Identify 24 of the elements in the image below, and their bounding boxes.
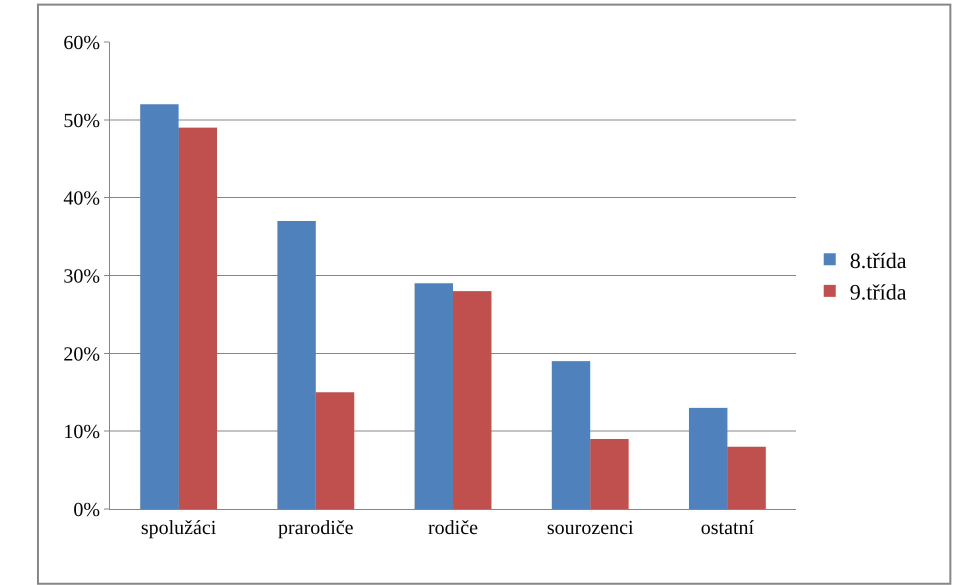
y-tick-label: 60% bbox=[63, 32, 100, 54]
legend-label: 9.třída bbox=[850, 279, 907, 304]
y-tick-label: 50% bbox=[63, 110, 100, 132]
bar bbox=[688, 408, 728, 509]
y-tick-label: 40% bbox=[63, 188, 100, 210]
bar bbox=[316, 392, 354, 509]
x-tick-label: spolužáci bbox=[140, 517, 217, 539]
legend-label: 8.třída bbox=[850, 248, 907, 273]
bar bbox=[552, 361, 590, 509]
bar bbox=[178, 128, 218, 509]
x-tick-label: rodiče bbox=[428, 517, 478, 539]
bar bbox=[140, 104, 179, 509]
y-tick-label: 30% bbox=[63, 266, 100, 288]
bar bbox=[414, 283, 453, 509]
y-tick-label: 10% bbox=[63, 421, 100, 444]
x-tick-label: sourozenci bbox=[546, 517, 634, 539]
x-tick-label: prarodiče bbox=[278, 517, 354, 539]
x-tick-label: ostatní bbox=[700, 517, 754, 539]
bar bbox=[453, 291, 492, 509]
bar bbox=[277, 221, 316, 509]
y-tick-label: 0% bbox=[73, 499, 100, 521]
bar bbox=[727, 446, 766, 509]
bar bbox=[590, 438, 629, 509]
y-tick-label: 20% bbox=[63, 343, 100, 366]
